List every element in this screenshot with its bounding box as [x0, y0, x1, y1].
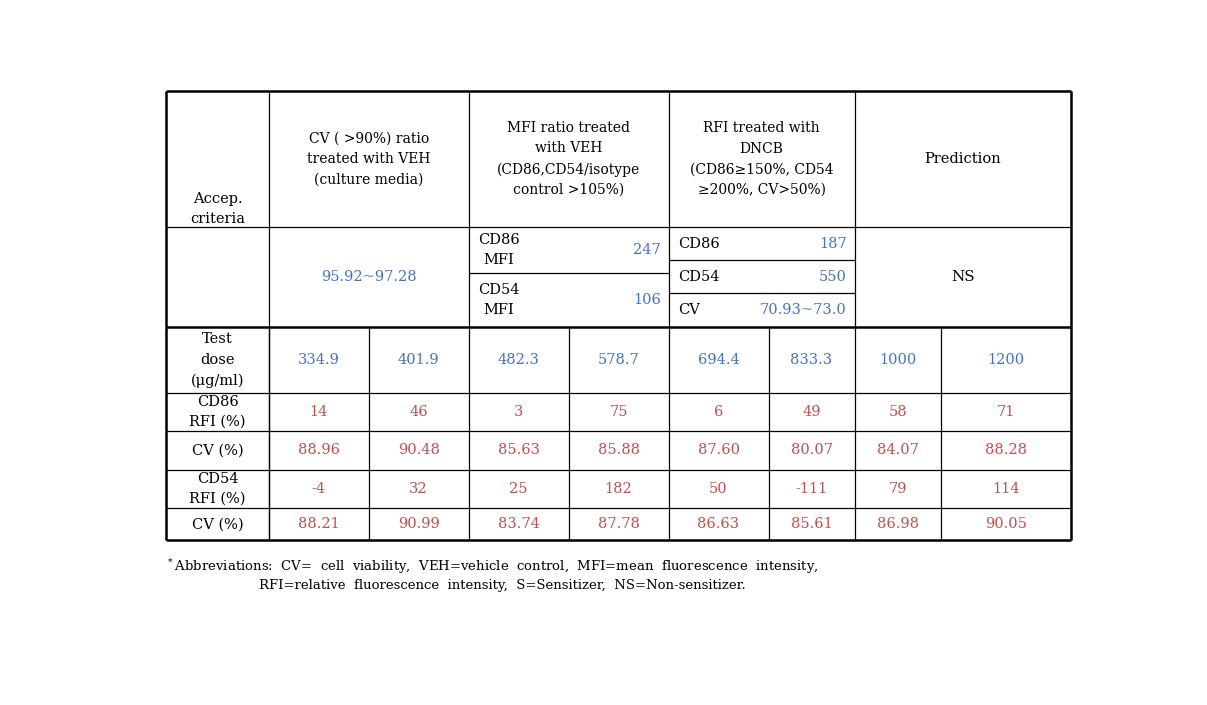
- Text: 14: 14: [309, 405, 328, 419]
- Text: 90.99: 90.99: [398, 517, 439, 532]
- Text: 71: 71: [997, 405, 1015, 419]
- Text: 86.63: 86.63: [698, 517, 740, 532]
- Text: CV (%): CV (%): [192, 517, 244, 532]
- Text: -111: -111: [795, 482, 828, 496]
- Text: 58: 58: [888, 405, 906, 419]
- Text: 182: 182: [605, 482, 632, 496]
- Text: CD86
MFI: CD86 MFI: [478, 233, 520, 267]
- Text: 578.7: 578.7: [597, 353, 640, 367]
- Text: 50: 50: [710, 482, 728, 496]
- Text: 85.88: 85.88: [597, 443, 640, 458]
- Text: 6: 6: [713, 405, 723, 419]
- Text: MFI ratio treated
with VEH
(CD86,CD54/isotype
control >105%): MFI ratio treated with VEH (CD86,CD54/is…: [497, 121, 640, 197]
- Text: CV: CV: [678, 303, 700, 317]
- Text: CD86: CD86: [678, 237, 719, 250]
- Text: 70.93~73.0: 70.93~73.0: [760, 303, 847, 317]
- Text: 86.98: 86.98: [876, 517, 919, 532]
- Text: 3: 3: [514, 405, 524, 419]
- Text: NS: NS: [951, 270, 974, 284]
- Text: 80.07: 80.07: [791, 443, 833, 458]
- Text: 114: 114: [992, 482, 1020, 496]
- Text: 88.21: 88.21: [298, 517, 339, 532]
- Text: 247: 247: [634, 243, 660, 257]
- Text: CV (%): CV (%): [192, 443, 244, 458]
- Text: 550: 550: [820, 269, 847, 283]
- Text: 46: 46: [409, 405, 428, 419]
- Text: CD54
MFI: CD54 MFI: [478, 283, 519, 317]
- Text: RFI=relative  fluorescence  intensity,  S=Sensitizer,  NS=Non-sensitizer.: RFI=relative fluorescence intensity, S=S…: [260, 579, 746, 592]
- Text: 85.61: 85.61: [791, 517, 833, 532]
- Text: 833.3: 833.3: [791, 353, 833, 367]
- Text: 88.96: 88.96: [298, 443, 339, 458]
- Text: 49: 49: [803, 405, 821, 419]
- Text: 90.05: 90.05: [985, 517, 1027, 532]
- Text: 25: 25: [509, 482, 527, 496]
- Text: $\mathregular{^*}$Abbreviations:  CV=  cell  viability,  VEH=vehicle  control,  : $\mathregular{^*}$Abbreviations: CV= cel…: [167, 558, 818, 576]
- Text: 401.9: 401.9: [398, 353, 439, 367]
- Text: 1000: 1000: [879, 353, 916, 367]
- Text: 85.63: 85.63: [497, 443, 540, 458]
- Text: CD54
RFI (%): CD54 RFI (%): [189, 472, 246, 506]
- Text: 106: 106: [632, 293, 660, 307]
- Text: CV ( >90%) ratio
treated with VEH
(culture media): CV ( >90%) ratio treated with VEH (cultu…: [307, 131, 431, 187]
- Text: Prediction: Prediction: [925, 152, 1001, 166]
- Text: CD86
RFI (%): CD86 RFI (%): [189, 395, 246, 429]
- Text: 32: 32: [409, 482, 428, 496]
- Text: 482.3: 482.3: [497, 353, 540, 367]
- Text: 84.07: 84.07: [876, 443, 919, 458]
- Text: 187: 187: [820, 237, 847, 250]
- Text: 1200: 1200: [987, 353, 1025, 367]
- Text: Accep.
criteria: Accep. criteria: [189, 192, 245, 226]
- Text: 95.92~97.28: 95.92~97.28: [321, 270, 416, 284]
- Text: RFI treated with
DNCB
(CD86≥150%, CD54
≥200%, CV>50%): RFI treated with DNCB (CD86≥150%, CD54 ≥…: [689, 121, 833, 197]
- Text: CD54: CD54: [678, 269, 719, 283]
- Text: 334.9: 334.9: [298, 353, 339, 367]
- Text: 87.60: 87.60: [698, 443, 740, 458]
- Text: Test
dose
(μg/ml): Test dose (μg/ml): [191, 332, 244, 388]
- Text: 83.74: 83.74: [497, 517, 540, 532]
- Text: 87.78: 87.78: [597, 517, 640, 532]
- Text: 88.28: 88.28: [985, 443, 1027, 458]
- Text: 79: 79: [888, 482, 906, 496]
- Text: 75: 75: [610, 405, 628, 419]
- Text: -4: -4: [311, 482, 326, 496]
- Text: 694.4: 694.4: [698, 353, 740, 367]
- Text: 90.48: 90.48: [397, 443, 439, 458]
